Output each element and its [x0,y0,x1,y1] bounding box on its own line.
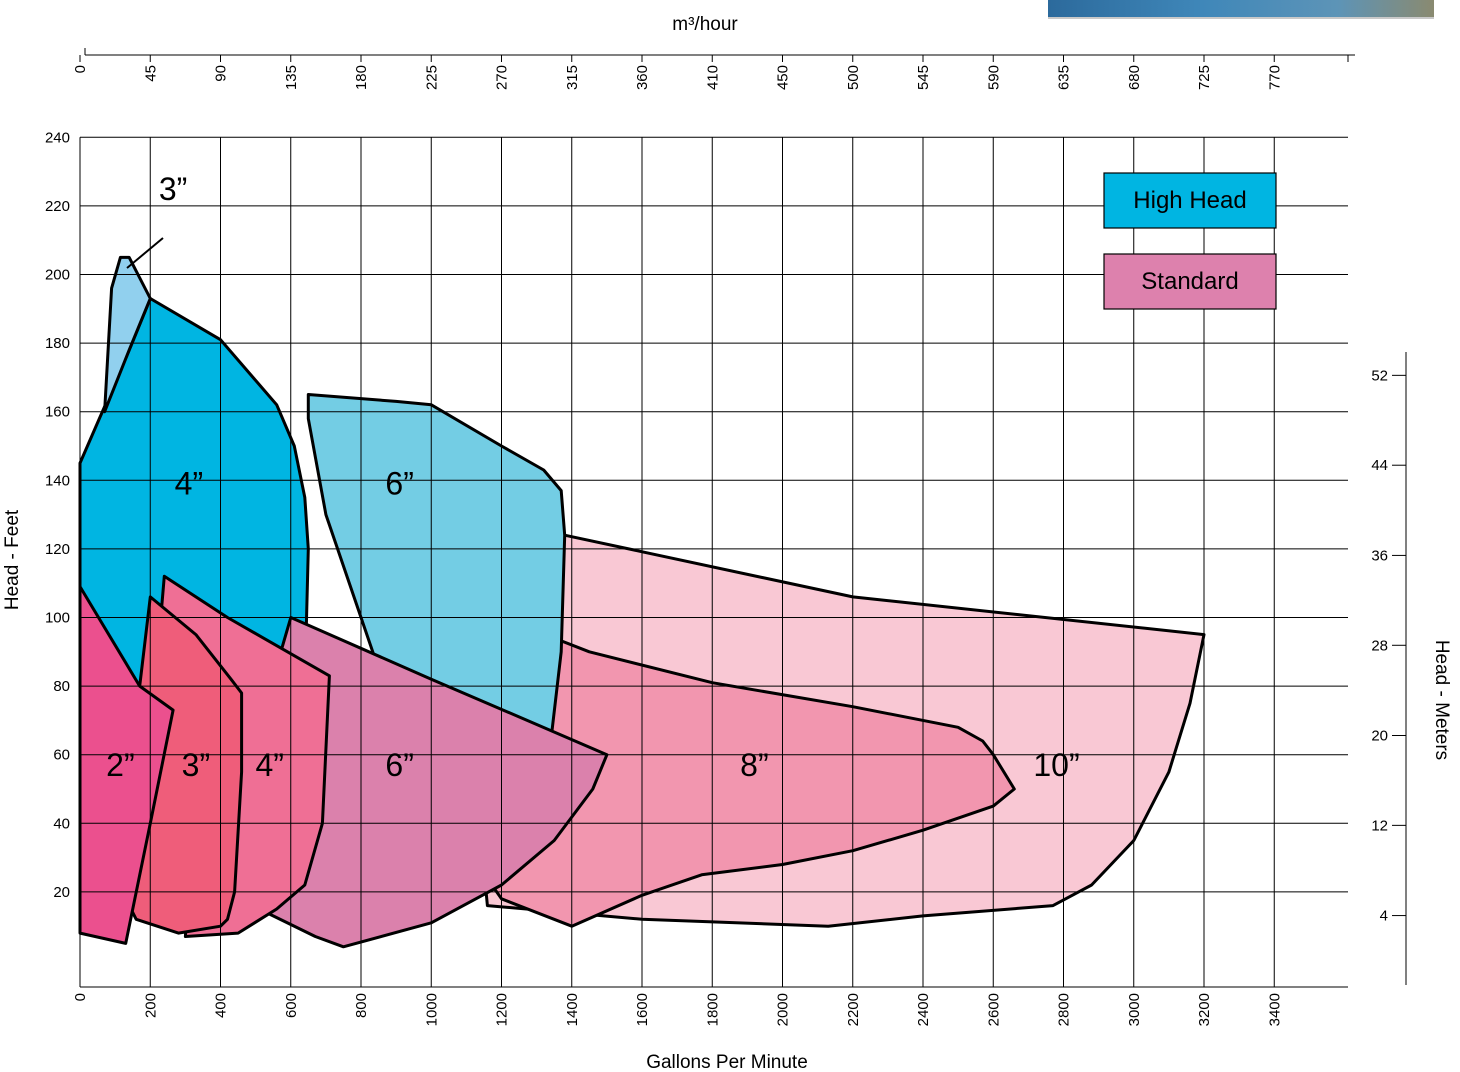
x-tick-label: 3000 [1126,993,1143,1026]
top-tick-label: 545 [915,65,932,90]
x-tick-label: 1800 [704,993,721,1026]
y-tick-label: 240 [45,129,70,146]
right-tick-label: 28 [1371,637,1388,654]
top-tick-label: 770 [1266,65,1283,90]
callout-line-3in [126,237,164,269]
x-tick-label: 600 [283,993,300,1018]
top-tick-label: 45 [142,65,159,82]
x-tick-label: 1200 [494,993,511,1026]
region-high-head-6in [306,393,567,808]
y-tick-label: 140 [45,472,70,489]
region-label-standard-6in: 6” [385,747,413,783]
x-tick-label: 2800 [1056,993,1073,1026]
x-tick-label: 1400 [564,993,581,1026]
y-tick-label: 40 [53,815,70,832]
top-tick-label: 180 [353,65,370,90]
region-label-standard-2in: 2” [106,747,134,783]
top-tick-label: 90 [213,65,230,82]
top-tick-label: 680 [1126,65,1143,90]
y-tick-label: 220 [45,198,70,215]
region-label-standard-8in: 8” [740,747,768,783]
right-tick-label: 4 [1380,908,1388,925]
region-label-standard-10in: 10” [1033,747,1079,783]
right-tick-label: 36 [1371,547,1388,564]
right-tick-label: 52 [1371,367,1388,384]
top-tick-label: 0 [72,65,89,73]
x-tick-label: 400 [213,993,230,1018]
y-tick-label: 60 [53,747,70,764]
legend-label: Standard [1141,268,1238,295]
x-tick-label: 2600 [985,993,1002,1026]
pump-photo-fragment [1048,0,1434,19]
x-tick-label: 3200 [1196,993,1213,1026]
y-tick-label: 80 [53,678,70,695]
top-tick-label: 225 [423,65,440,90]
x-tick-label: 2200 [845,993,862,1026]
x-tick-label: 200 [142,993,159,1018]
top-tick-label: 500 [845,65,862,90]
top-tick-label: 270 [494,65,511,90]
top-tick-label: 135 [283,65,300,90]
region-label-high-head-4in: 4” [175,466,203,502]
legend: High Head Standard [1103,172,1277,310]
right-tick-label: 44 [1371,457,1388,474]
top-tick-label: 590 [985,65,1002,90]
top-tick-label: 315 [564,65,581,90]
x-tick-label: 1000 [423,993,440,1026]
x-tick-label: 800 [353,993,370,1018]
y-tick-label: 200 [45,267,70,284]
legend-swatch [1103,253,1277,310]
right-tick-label: 12 [1371,817,1388,834]
region-label-high-head-3in: 3” [159,171,187,207]
right-axis-title: Head - Meters [1431,640,1452,760]
x-tick-label: 2400 [915,993,932,1026]
legend-item-high-head: High Head [1103,172,1277,229]
legend-item-standard: Standard [1103,253,1277,310]
x-axis-title: Gallons Per Minute [646,1052,808,1072]
region-labels-layer: 10” 8” 6” 4” 3” 6” 4” 3” 2” [106,171,1079,783]
y-tick-label: 20 [53,884,70,901]
y-tick-label: 180 [45,335,70,352]
y-tick-label: 160 [45,404,70,421]
y-tick-label: 100 [45,610,70,627]
top-tick-label: 360 [634,65,651,90]
x-tick-label: 2000 [775,993,792,1026]
legend-swatch [1103,172,1277,229]
axes-layer: 0 200 400 600 800 1000 1200 1400 1600 1800 2000 220… [45,48,1407,1026]
top-tick-label: 410 [704,65,721,90]
legend-label: High Head [1133,187,1246,214]
x-tick-label: 3400 [1266,993,1283,1026]
region-label-standard-4in: 4” [255,747,283,783]
y-axis-title: Head - Feet [2,509,23,610]
y-tick-label: 120 [45,541,70,558]
region-label-standard-3in: 3” [182,747,210,783]
top-tick-label: 635 [1056,65,1073,90]
top-tick-label: 725 [1196,65,1213,90]
x-tick-label: 0 [72,993,89,1001]
region-standard-8in [447,636,1016,928]
region-label-high-head-6in: 6” [385,466,413,502]
x-tick-label: 1600 [634,993,651,1026]
top-tick-label: 450 [775,65,792,90]
right-tick-label: 20 [1371,727,1388,744]
top-axis-title: m³/hour [672,14,738,35]
